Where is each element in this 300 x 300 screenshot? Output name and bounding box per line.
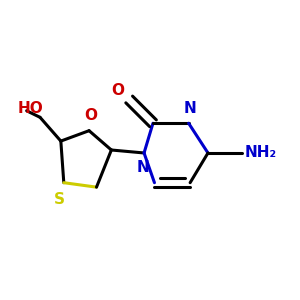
Text: HO: HO: [18, 101, 44, 116]
Text: N: N: [184, 101, 196, 116]
Text: S: S: [54, 192, 65, 207]
Text: O: O: [112, 83, 125, 98]
Text: N: N: [136, 160, 149, 175]
Text: NH₂: NH₂: [245, 146, 277, 160]
Text: O: O: [84, 108, 97, 123]
